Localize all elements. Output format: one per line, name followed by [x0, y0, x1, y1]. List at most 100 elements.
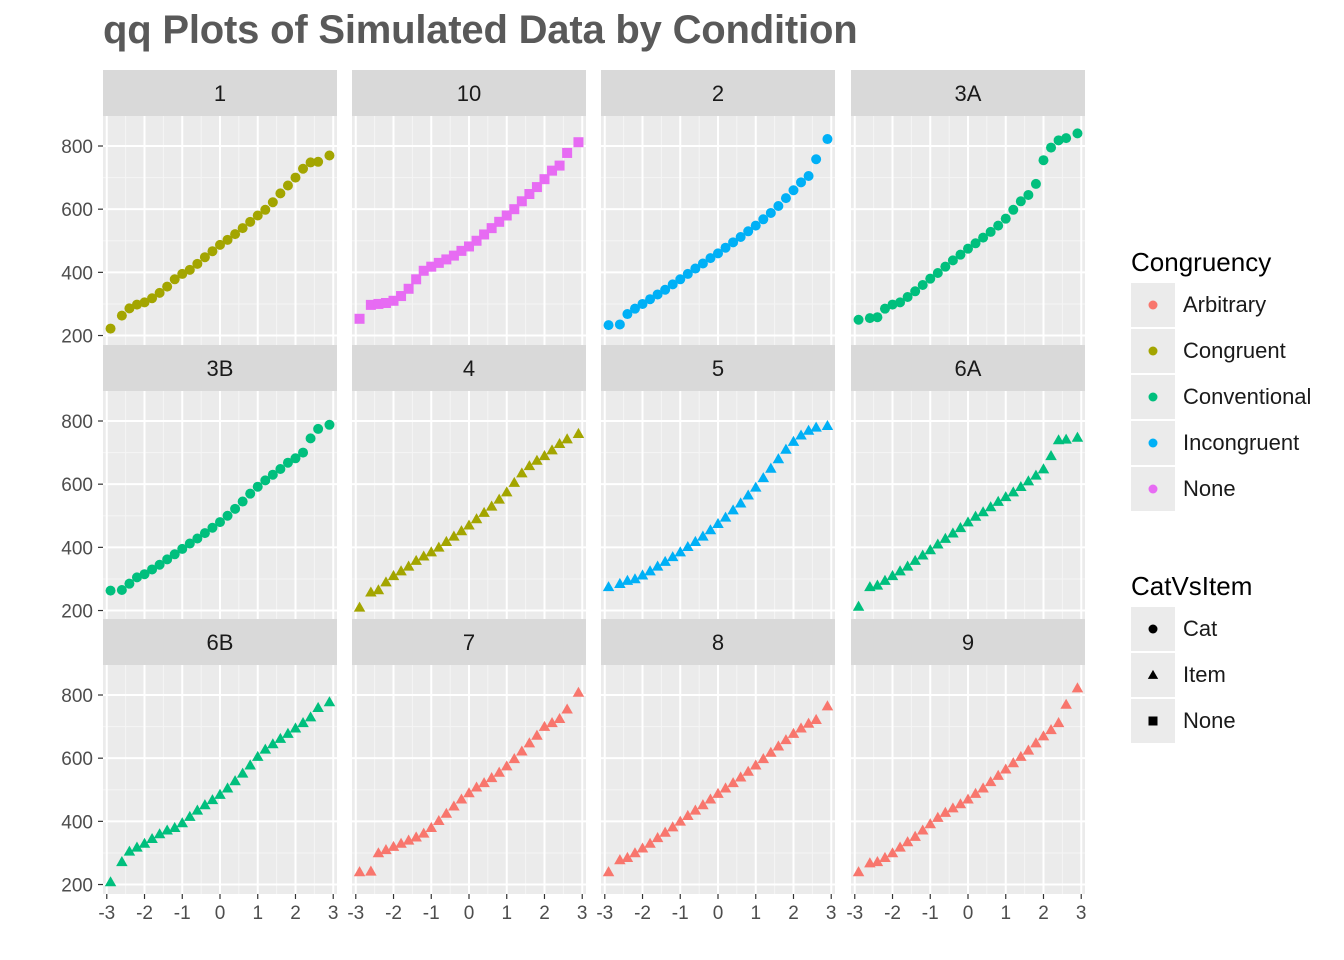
legend-symbol [1148, 624, 1158, 634]
data-point [440, 535, 453, 546]
data-point [871, 579, 884, 590]
data-point [682, 268, 693, 279]
data-point [448, 530, 460, 541]
data-point [758, 214, 769, 225]
data-point [742, 765, 754, 776]
data-point [999, 491, 1012, 502]
data-point [531, 182, 542, 193]
data-point [455, 525, 468, 536]
legend-marker [1148, 484, 1158, 494]
data-point [441, 254, 452, 265]
facet-panel: 1 200 400 600 800 [61, 70, 337, 348]
data-point [886, 570, 899, 581]
data-point [704, 524, 717, 535]
legend-item: Incongruent [1131, 420, 1311, 466]
x-tick-label: 0 [215, 903, 226, 924]
data-point [697, 530, 709, 541]
data-point [713, 248, 723, 259]
data-point [124, 303, 135, 314]
facet-strip-label: 5 [712, 356, 724, 381]
facet-strip [601, 345, 835, 391]
data-point [479, 229, 490, 240]
data-point [230, 503, 241, 514]
data-point [689, 535, 702, 546]
x-tick-label: -2 [634, 903, 651, 924]
data-point [252, 481, 263, 492]
facet-strip-label: 7 [463, 630, 475, 655]
data-point [176, 817, 189, 828]
data-point [192, 533, 203, 544]
x-tick-label: 1 [501, 903, 512, 924]
data-point [796, 177, 807, 188]
data-point [887, 299, 898, 310]
data-point [493, 493, 505, 504]
data-point [380, 576, 392, 587]
data-point [448, 250, 459, 261]
legend-symbol [1148, 484, 1158, 494]
data-point [259, 743, 272, 754]
data-point [282, 457, 293, 468]
data-point [810, 713, 822, 724]
data-point [538, 450, 551, 461]
data-point [139, 297, 150, 308]
legend-key [1131, 421, 1175, 465]
data-point [324, 419, 335, 430]
data-point [573, 137, 584, 148]
data-point [1030, 737, 1042, 748]
data-point [853, 314, 864, 325]
data-point [553, 437, 566, 449]
legend-label: Arbitrary [1183, 292, 1267, 317]
facet-strip [851, 70, 1085, 116]
legend-label: None [1183, 708, 1236, 733]
data-point [719, 511, 732, 522]
data-point [380, 844, 392, 855]
data-point [901, 560, 914, 571]
data-point [675, 274, 686, 285]
legend-marker [1148, 624, 1158, 634]
data-point [206, 794, 219, 805]
data-point [886, 847, 899, 858]
data-point [603, 320, 614, 331]
data-point [539, 174, 550, 185]
x-tick-label: 1 [750, 903, 761, 924]
data-point [463, 519, 475, 530]
facet-panel: 2 [601, 70, 835, 345]
data-point [629, 847, 641, 858]
data-point [267, 738, 279, 749]
data-point [720, 242, 731, 253]
legend-label: None [1183, 476, 1236, 501]
data-point [894, 841, 906, 852]
data-point [207, 246, 218, 257]
data-point [221, 782, 234, 793]
legend-key [1131, 699, 1175, 743]
data-point [500, 760, 513, 771]
data-point [470, 513, 483, 524]
data-point [561, 703, 573, 714]
y-tick-label: 800 [61, 137, 93, 158]
y-tick-label: 800 [61, 412, 93, 433]
data-point [629, 303, 640, 314]
data-point [304, 711, 317, 722]
data-point [999, 763, 1012, 774]
data-point [365, 865, 377, 876]
facet-strip-label: 9 [962, 630, 974, 655]
data-point [1037, 730, 1050, 741]
data-point [955, 249, 966, 260]
data-point [727, 504, 739, 515]
data-point [478, 777, 490, 788]
data-point [1030, 469, 1042, 480]
data-point [546, 444, 558, 455]
data-point [993, 220, 1004, 231]
data-point [387, 570, 400, 581]
data-point [970, 238, 981, 249]
x-tick-label: -1 [174, 903, 191, 924]
data-point [105, 585, 116, 596]
data-point [821, 419, 834, 431]
data-point [440, 807, 453, 818]
data-point [636, 569, 649, 580]
data-point [372, 584, 385, 595]
data-point [508, 476, 521, 487]
data-point [712, 517, 724, 528]
data-point [463, 787, 475, 798]
data-point [523, 737, 536, 748]
